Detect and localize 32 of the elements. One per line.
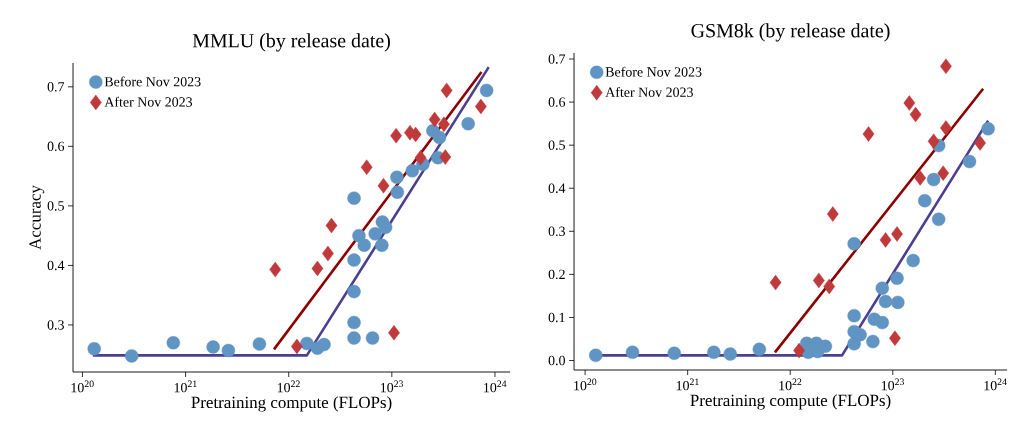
- x-tick-label: 10$^{24}$: [484, 380, 507, 393]
- x-axis-title: Pretraining compute (FLOPs): [690, 394, 891, 410]
- y-tick-label: 0.6: [548, 97, 566, 107]
- y-axis-title: Accuracy: [29, 185, 45, 250]
- x-tick-label: 10$^{21}$: [676, 378, 699, 391]
- x-tick-label: 10$^{22}$: [779, 378, 802, 391]
- x-axis-title: Pretraining compute (FLOPs): [191, 396, 392, 412]
- y-tick-label: 0.5: [548, 140, 565, 150]
- y-tick-label: 0.7: [548, 54, 566, 64]
- x-tick-label: 10$^{23}$: [380, 380, 404, 393]
- legend-label: After Nov 2023: [605, 86, 693, 97]
- x-tick-label: 10$^{20}$: [71, 380, 94, 393]
- y-tick-label: 0.4: [47, 260, 65, 271]
- x-tick-label: 10$^{20}$: [574, 378, 597, 391]
- y-tick-label: 0.1: [548, 312, 565, 323]
- chart-title: MMLU (by release date): [192, 33, 390, 52]
- y-tick-label: 0.4: [548, 183, 566, 193]
- legend-label: Before Nov 2023: [104, 76, 201, 87]
- y-tick-label: 0.2: [548, 269, 565, 280]
- x-tick-label: 10$^{23}$: [881, 378, 905, 391]
- y-tick-label: 0.3: [548, 226, 565, 237]
- chart-title: GSM8k (by release date): [691, 23, 890, 42]
- x-tick-label: 10$^{24}$: [984, 378, 1007, 391]
- y-tick-label: 0.7: [47, 82, 65, 92]
- y-tick-label: 0.3: [47, 320, 64, 330]
- legend-label: Before Nov 2023: [605, 66, 702, 77]
- y-tick-label: 0.6: [47, 141, 65, 152]
- y-tick-label: 0.5: [47, 201, 64, 211]
- x-tick-label: 10$^{21}$: [174, 380, 197, 393]
- legend-label: After Nov 2023: [104, 96, 193, 107]
- x-tick-label: 10$^{22}$: [277, 380, 300, 393]
- y-tick-label: 0.0: [548, 355, 565, 366]
